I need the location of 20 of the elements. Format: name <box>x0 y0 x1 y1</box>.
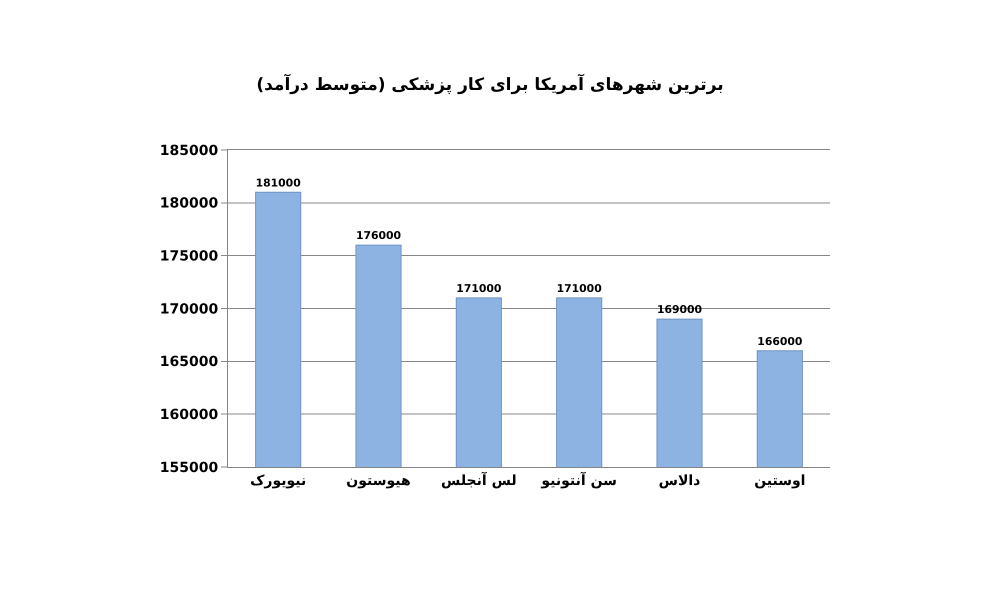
x-tick-label: هیوستون <box>346 472 411 489</box>
y-tick-label: 155000 <box>160 460 218 476</box>
x-tick-label: اوستین <box>754 472 806 489</box>
x-tick-label: لس آنجلس <box>441 470 517 489</box>
y-tick-label: 185000 <box>160 142 218 159</box>
y-tick-label: 160000 <box>160 407 218 424</box>
y-tick-label: 170000 <box>160 301 218 318</box>
data-label: 176000 <box>356 229 402 242</box>
y-tick-label: 165000 <box>160 354 218 370</box>
y-tick-label: 180000 <box>160 196 218 212</box>
data-label: 181000 <box>256 176 301 190</box>
data-label: 171000 <box>556 282 602 296</box>
x-tick-label: دالاس <box>658 472 700 489</box>
data-label: 169000 <box>656 303 702 316</box>
chart-title: برترین شهرهای آمریکا برای کار پزشکی (متوسط درآمد) <box>256 72 724 95</box>
data-label: 166000 <box>757 334 802 348</box>
x-tick-label: سن آنتونیو <box>540 470 617 489</box>
x-tick-label: نیویورک <box>250 472 306 489</box>
y-tick-label: 175000 <box>160 248 218 265</box>
data-label: 171000 <box>456 282 502 296</box>
